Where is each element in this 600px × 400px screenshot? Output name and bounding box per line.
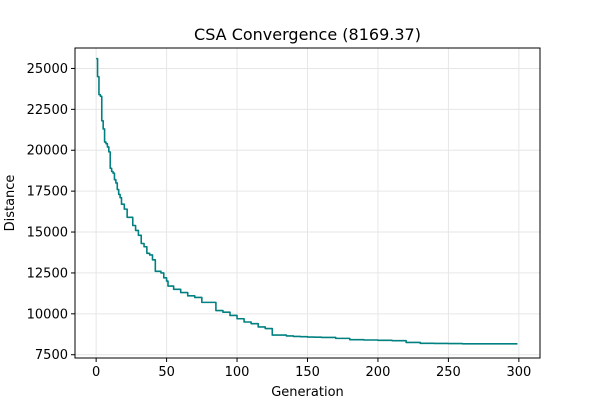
chart-title: CSA Convergence (8169.37) [194,25,421,44]
y-tick-label: 12500 [27,266,68,281]
y-tick-label: 10000 [27,307,68,322]
axis-ticks: 0 50 100 150 200 250 300 7500 10000 12500 15000 175… [27,62,532,380]
y-axis-label: Distance [3,175,18,232]
x-tick-label: 0 [92,365,100,380]
x-tick-label: 300 [506,365,531,380]
y-tick-label: 17500 [27,185,68,200]
x-tick-label: 200 [366,365,391,380]
y-tick-label: 15000 [27,226,68,241]
x-axis-label: Generation [271,385,344,400]
y-tick-label: 22500 [27,103,68,118]
data-series [96,57,518,345]
x-tick-label: 100 [225,365,250,380]
grid-lines [75,48,540,358]
y-tick-label: 25000 [27,62,68,77]
convergence-line [96,57,518,345]
y-tick-label: 7500 [35,348,68,363]
y-tick-label: 20000 [27,144,68,159]
x-tick-label: 50 [158,365,175,380]
x-tick-label: 250 [436,365,461,380]
x-tick-label: 150 [295,365,320,380]
